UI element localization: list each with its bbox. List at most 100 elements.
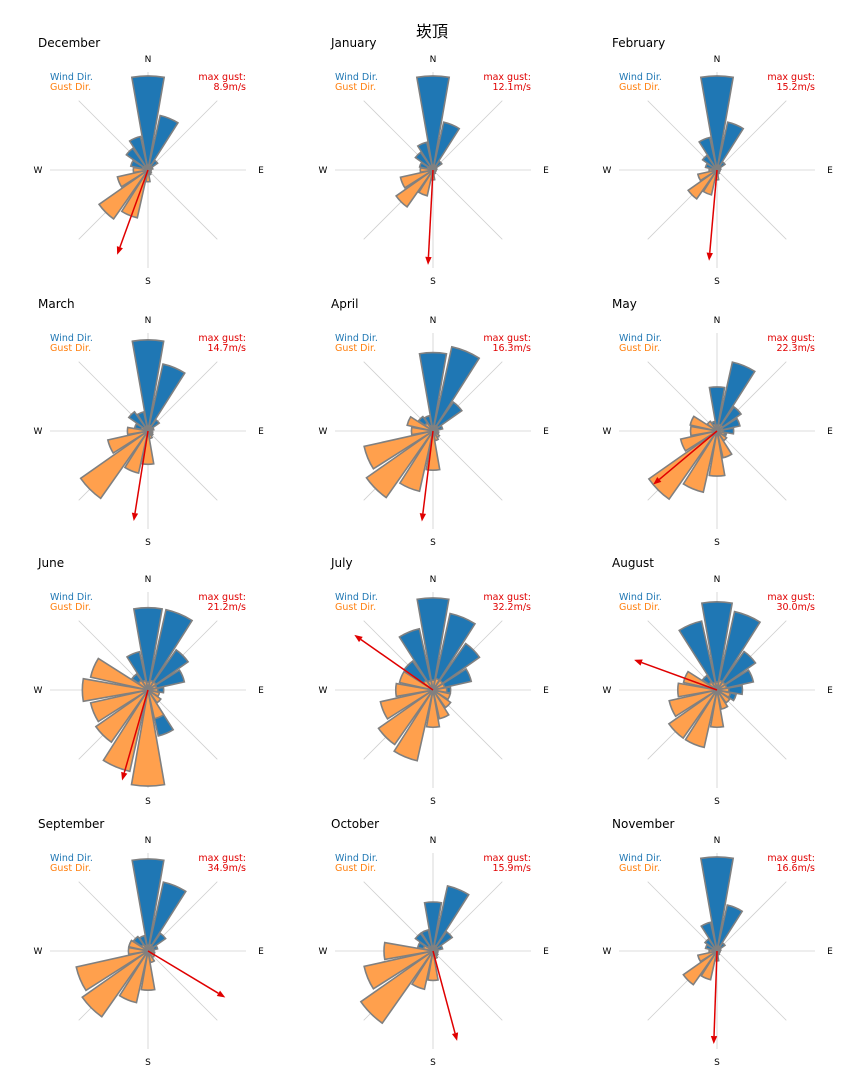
wind-bar-ne <box>147 648 190 691</box>
gust-bar-nnw <box>713 946 718 952</box>
max-gust-value: 12.1m/s <box>492 82 531 93</box>
legend-wind: Wind Dir. <box>335 333 378 344</box>
compass-w: W <box>34 947 43 957</box>
legend-gust: Gust Dir. <box>335 863 376 874</box>
gust-bar-ssw <box>118 950 149 1004</box>
wind-series <box>125 75 180 177</box>
wind-bar-n <box>423 901 443 952</box>
month-title: July <box>330 556 353 570</box>
legend-gust: Gust Dir. <box>619 343 660 354</box>
gust-series <box>81 657 166 787</box>
gust-bar-ssw <box>102 689 149 773</box>
gust-series <box>667 670 732 749</box>
wind-series <box>414 885 470 958</box>
gust-bar-nnw <box>428 424 434 432</box>
wind-bar-nne <box>716 610 762 691</box>
legend-gust: Gust Dir. <box>619 863 660 874</box>
gust-series <box>395 164 438 208</box>
legend-gust: Gust Dir. <box>619 602 660 613</box>
rose-may: N S W E May Wind Dir.Gust Dir. max gust:22.3m/… <box>603 297 834 548</box>
max-gust-label: max gust: <box>767 592 815 603</box>
gust-bar-nnw <box>144 165 149 171</box>
max-gust-value: 22.3m/s <box>776 343 815 354</box>
wind-bar-n <box>418 351 448 432</box>
rose-august: N S W E August Wind Dir.Gust Dir. max gust:30.… <box>603 556 834 807</box>
gust-bar-se <box>432 689 452 709</box>
max-gust-arrow <box>709 169 718 253</box>
gust-bar-nnw <box>426 679 434 691</box>
gust-bar-wsw <box>75 950 149 992</box>
max-gust-label: max gust: <box>483 592 531 603</box>
max-gust-arrowhead <box>216 990 226 998</box>
wind-bar-nne <box>432 885 470 952</box>
max-gust-label: max gust: <box>198 853 246 864</box>
compass-e: E <box>543 427 549 437</box>
max-gust-arrowhead <box>653 476 662 485</box>
legend-wind: Wind Dir. <box>50 333 93 344</box>
gust-series <box>377 670 452 762</box>
wind-bar-nnw <box>125 650 149 691</box>
gust-bar-sse <box>716 689 729 711</box>
compass-n: N <box>714 836 721 846</box>
gust-series <box>647 415 733 501</box>
gust-bar-ssw <box>417 169 434 197</box>
gust-bar-s <box>427 950 439 982</box>
max-gust-value: 15.9m/s <box>492 863 531 874</box>
gust-bar-sw <box>647 430 718 501</box>
wind-bar-nne <box>716 121 745 171</box>
compass-e: E <box>543 686 549 696</box>
max-gust-value: 32.2m/s <box>492 602 531 613</box>
gust-bar-s <box>425 689 441 729</box>
wind-bar-nne <box>147 363 186 432</box>
gust-bar-wnw <box>89 657 149 691</box>
gust-bar-ssw <box>684 689 718 749</box>
max-gust-arrowhead <box>451 1032 459 1041</box>
month-title: March <box>38 297 75 311</box>
rose-april: N S W E April Wind Dir.Gust Dir. max gust:16.3… <box>319 297 550 548</box>
wind-bar-nne <box>432 121 461 171</box>
gust-series <box>363 415 441 499</box>
wind-bar-ne <box>432 401 463 432</box>
wind-series <box>127 339 186 438</box>
max-gust-label: max gust: <box>767 72 815 83</box>
gust-bar-wsw <box>363 430 434 470</box>
compass-s: S <box>714 797 720 807</box>
rose-july: N S W E July Wind Dir.Gust Dir. max gust:32.2m… <box>319 556 550 807</box>
gust-bar-sse <box>147 689 165 720</box>
gust-bar-s <box>708 430 726 477</box>
wind-bar-n <box>131 858 165 952</box>
compass-e: E <box>827 427 833 437</box>
gust-bar-w <box>708 167 718 173</box>
compass-n: N <box>714 575 721 585</box>
legend-gust: Gust Dir. <box>619 82 660 93</box>
compass-e: E <box>827 947 833 957</box>
max-gust-value: 16.3m/s <box>492 343 531 354</box>
legend-gust: Gust Dir. <box>50 82 91 93</box>
month-title: May <box>612 297 637 311</box>
wind-bar-nnw <box>398 627 434 691</box>
gust-bar-wsw <box>399 169 434 189</box>
rose-june: N S W E June Wind Dir.Gust Dir. max gust:21.2m… <box>34 556 265 807</box>
wind-series <box>699 856 744 957</box>
compass-s: S <box>145 277 151 287</box>
gust-bar-wsw <box>116 169 149 188</box>
month-title: September <box>38 817 104 831</box>
compass-e: E <box>543 166 549 176</box>
gust-bar-nnw <box>712 423 718 432</box>
max-gust-arrow <box>147 950 219 994</box>
month-title: August <box>612 556 654 570</box>
max-gust-arrow <box>658 430 718 480</box>
gust-bar-wnw <box>406 415 434 432</box>
compass-s: S <box>714 1058 720 1068</box>
legend-wind: Wind Dir. <box>335 592 378 603</box>
gust-bar-w <box>419 166 434 174</box>
gust-bar-wnw <box>398 670 434 691</box>
max-gust-arrow <box>123 689 149 773</box>
wind-bar-e <box>716 684 744 696</box>
gust-series <box>75 939 156 1018</box>
max-gust-arrowhead <box>706 252 713 261</box>
compass-n: N <box>714 55 721 65</box>
gust-bar-wsw <box>363 950 434 990</box>
month-title: June <box>37 556 64 570</box>
wind-bar-nw <box>127 410 149 432</box>
